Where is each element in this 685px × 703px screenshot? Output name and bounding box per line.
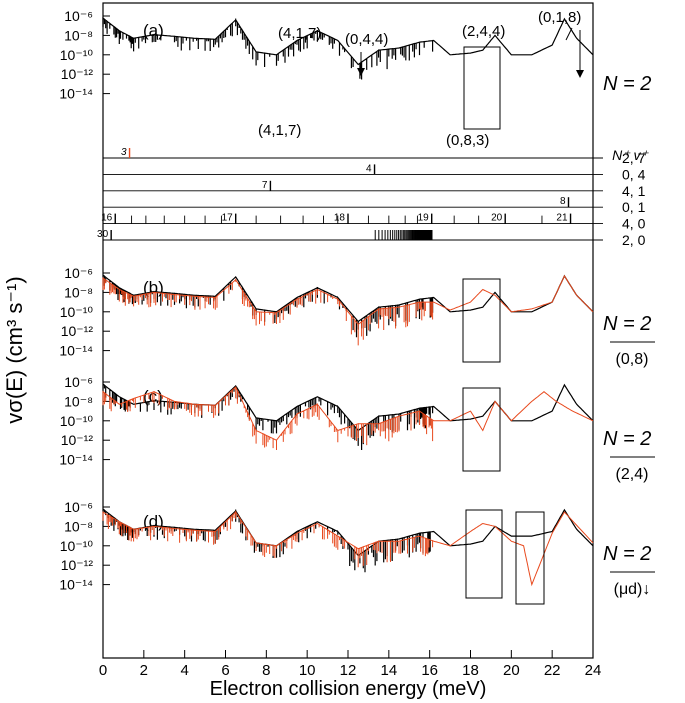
y-tick-label-b-2: 10⁻¹⁰ xyxy=(60,304,94,320)
box-2-4-4 xyxy=(463,46,501,130)
x-tick-label-20: 20 xyxy=(503,662,520,679)
y-tick-label-c-0: 10⁻⁶ xyxy=(64,374,93,390)
y-tick-label-a-2: 10⁻¹⁰ xyxy=(60,47,94,63)
series-a-0 xyxy=(102,17,594,80)
y-tick-label-c-3: 10⁻¹² xyxy=(61,432,94,448)
x-tick-label-14: 14 xyxy=(380,662,397,679)
threshold-diagram: N⁺ v⁺2, 7 3 0, 4 4 4, 1 7 0, 1 8 4, 0 16 17 18 19 20 2… xyxy=(97,147,649,248)
x-tick-label-8: 8 xyxy=(262,662,270,679)
y-tick-label-d-3: 10⁻¹² xyxy=(61,557,94,573)
x-tick-label-6: 6 xyxy=(221,662,229,679)
series-c-1 xyxy=(102,385,594,450)
x-tick-label-4: 4 xyxy=(180,662,188,679)
threshold-tick-label-4-5: 21 xyxy=(556,213,568,224)
arrow-0-1-8a xyxy=(565,27,573,41)
y-axis-title: vσ(E) (cm³ s⁻¹) xyxy=(2,276,27,423)
panel-right-label-b: N = 2 xyxy=(603,313,651,335)
y-tick-label-b-3: 10⁻¹² xyxy=(61,323,94,339)
y-tick-label-c-2: 10⁻¹⁰ xyxy=(60,413,94,429)
x-tick-label-0: 0 xyxy=(99,662,107,679)
y-tick-label-a-1: 10⁻⁸ xyxy=(64,27,93,43)
threshold-tick-label-4-1: 17 xyxy=(222,213,234,224)
box-c xyxy=(462,387,501,472)
x-tick-label-18: 18 xyxy=(462,662,479,679)
x-axis-title: Electron collision energy (meV) xyxy=(210,678,487,700)
annotation-2-4-4: (2,4,4) xyxy=(462,23,505,40)
panel-right-label-c: N = 2 xyxy=(603,428,651,450)
x-axis: 0 2 4 6 8 10 12 14 16 18 20 22 24 xyxy=(99,650,602,679)
threshold-tick-label-4-0: 16 xyxy=(101,213,113,224)
arrowhead-0-1-8 xyxy=(576,70,584,78)
x-tick-label-12: 12 xyxy=(340,662,357,679)
threshold-tick-label-4-2: 18 xyxy=(334,213,346,224)
series-c-0 xyxy=(102,383,594,450)
y-tick-label-d-4: 10⁻¹⁴ xyxy=(59,577,93,593)
y-tick-label-d-0: 10⁻⁶ xyxy=(64,499,93,515)
annotation-4-1-7-bottom: (4,1,7) xyxy=(258,122,301,139)
panel-d: 10⁻⁶ 10⁻⁸ 10⁻¹⁰ 10⁻¹² 10⁻¹⁴ (d) N = 2 (μd)↓ xyxy=(59,499,655,598)
threshold-row-label-3: 0, 1 xyxy=(622,199,646,215)
x-tick-label-24: 24 xyxy=(585,662,602,679)
threshold-tick-label-1-0: 4 xyxy=(366,163,372,174)
x-tick-label-10: 10 xyxy=(299,662,316,679)
y-tick-label-b-1: 10⁻⁸ xyxy=(64,284,93,300)
y-tick-label-d-1: 10⁻⁸ xyxy=(64,518,93,534)
annotation-0-8-3: (0,8,3) xyxy=(446,132,489,149)
annotation-0-4-4: (0,4,4) xyxy=(345,31,388,48)
threshold-header: N⁺ v⁺ xyxy=(612,147,649,163)
box-d1 xyxy=(465,509,503,599)
box-d2 xyxy=(515,511,545,605)
threshold-row-label-0: 2, 7 xyxy=(622,150,646,166)
y-tick-label-c-4: 10⁻¹⁴ xyxy=(59,452,93,468)
y-tick-label-d-2: 10⁻¹⁰ xyxy=(60,538,94,554)
annotation-0-1-8: (0,1,8) xyxy=(538,9,581,26)
panel-a-annotations: (4,1,7) (0,4,4) (2,4,4) (0,1,8) (4,1,7) … xyxy=(258,9,584,149)
arrowhead-0-4-4 xyxy=(357,68,365,76)
panel-right-sub-c: (2,4) xyxy=(616,466,649,483)
panel-right-label-d: N = 2 xyxy=(603,543,651,565)
y-tick-label-a-3: 10⁻¹² xyxy=(61,66,94,82)
threshold-tick-label-3-0: 8 xyxy=(560,196,566,207)
panel-c: 10⁻⁶ 10⁻⁸ 10⁻¹⁰ 10⁻¹² 10⁻¹⁴ (c) N = 2 (2,4) xyxy=(59,374,655,483)
y-tick-label-a-0: 10⁻⁶ xyxy=(64,8,93,24)
threshold-row-label-2: 4, 1 xyxy=(622,183,646,199)
annotation-4-1-7-top: (4,1,7) xyxy=(278,25,321,42)
series-d-0 xyxy=(102,508,594,573)
series-b-0 xyxy=(102,274,594,338)
y-tick-label-c-1: 10⁻⁸ xyxy=(64,393,93,409)
panel-right-label-a: N = 2 xyxy=(603,73,651,95)
panel-right-sub-d: (μd)↓ xyxy=(614,581,651,598)
panel-label-d: (d) xyxy=(143,512,164,531)
threshold-tick-label-5-0: 30 xyxy=(97,229,109,240)
threshold-row-label-5: 2, 0 xyxy=(622,232,646,248)
y-tick-label-b-4: 10⁻¹⁴ xyxy=(59,343,93,359)
threshold-tick-label-0-0: 3 xyxy=(121,147,127,158)
x-tick-label-2: 2 xyxy=(140,662,148,679)
threshold-tick-label-4-3: 19 xyxy=(418,213,430,224)
panel-boxes xyxy=(462,278,545,605)
threshold-tick-label-4-4: 20 xyxy=(491,213,503,224)
panel-label-c: (c) xyxy=(143,387,163,406)
series-b-1 xyxy=(102,274,594,346)
x-tick-label-16: 16 xyxy=(421,662,438,679)
x-tick-label-22: 22 xyxy=(544,662,561,679)
plot-frame xyxy=(102,2,594,659)
series-d-1 xyxy=(102,510,594,587)
panel-right-sub-b: (0,8) xyxy=(616,351,649,368)
y-tick-label-b-0: 10⁻⁶ xyxy=(64,265,93,281)
threshold-row-label-1: 0, 4 xyxy=(622,166,646,182)
threshold-row-label-4: 4, 0 xyxy=(622,216,646,232)
box-b xyxy=(462,278,501,363)
y-tick-label-a-4: 10⁻¹⁴ xyxy=(59,86,93,102)
threshold-tick-label-2-0: 7 xyxy=(262,180,268,191)
